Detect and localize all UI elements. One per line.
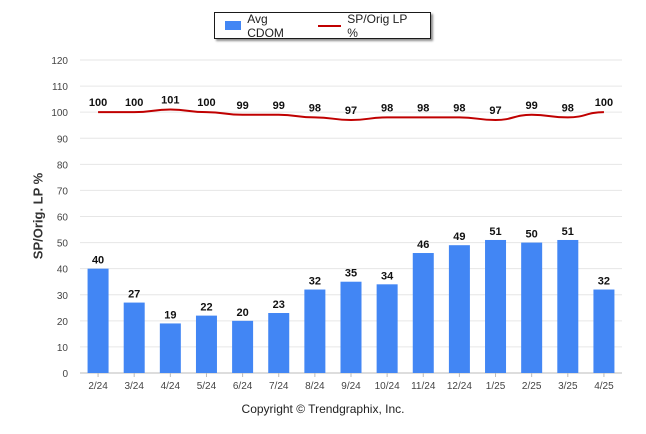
line-data-label: 97 bbox=[489, 105, 501, 117]
line-data-label: 99 bbox=[273, 100, 285, 112]
bar-data-label: 34 bbox=[381, 270, 394, 282]
bar-data-label: 32 bbox=[309, 276, 321, 288]
line-data-label: 99 bbox=[526, 100, 538, 112]
y-tick-label: 120 bbox=[51, 56, 68, 67]
y-tick-label: 30 bbox=[57, 291, 69, 302]
x-tick-label: 2/24 bbox=[88, 381, 108, 392]
y-tick-label: 100 bbox=[51, 108, 68, 119]
y-tick-label: 90 bbox=[57, 134, 69, 145]
bar-data-label: 32 bbox=[598, 276, 610, 288]
y-tick-label: 70 bbox=[57, 186, 69, 197]
x-tick-label: 4/25 bbox=[594, 381, 614, 392]
legend-label-bar: Avg CDOM bbox=[247, 11, 284, 40]
legend: Avg CDOM SP/Orig LP % bbox=[214, 11, 431, 40]
line-data-label: 100 bbox=[595, 97, 613, 109]
legend-item-line: SP/Orig LP % bbox=[317, 11, 414, 40]
x-tick-label: 2/25 bbox=[522, 381, 542, 392]
bar-data-label: 19 bbox=[164, 309, 176, 321]
line-data-label: 98 bbox=[417, 102, 429, 114]
bar-data-label: 50 bbox=[526, 229, 538, 241]
line-data-label: 99 bbox=[236, 100, 248, 112]
bar bbox=[268, 313, 290, 373]
bar-data-label: 27 bbox=[128, 289, 140, 301]
line-series bbox=[98, 108, 604, 121]
y-tick-label: 110 bbox=[52, 82, 68, 93]
line-data-label: 100 bbox=[89, 97, 107, 109]
y-axis-title: SP/Orig. LP % bbox=[30, 172, 46, 260]
x-tick-label: 10/24 bbox=[375, 381, 400, 392]
x-tick-label: 3/24 bbox=[124, 381, 144, 392]
line-data-label: 100 bbox=[197, 97, 215, 109]
x-tick-label: 4/24 bbox=[161, 381, 181, 392]
bar bbox=[232, 320, 254, 373]
x-tick-label: 6/24 bbox=[233, 381, 253, 392]
bar-data-label: 46 bbox=[417, 239, 429, 251]
x-tick-label: 11/24 bbox=[411, 381, 436, 392]
x-tick-label: 8/24 bbox=[305, 381, 325, 392]
bar bbox=[412, 253, 434, 373]
bar bbox=[521, 242, 543, 373]
line-data-label: 98 bbox=[309, 102, 321, 114]
legend-item-bar: Avg CDOM bbox=[225, 12, 302, 40]
y-tick-label: 80 bbox=[57, 160, 69, 171]
bar-data-label: 22 bbox=[200, 302, 212, 314]
line-data-label: 97 bbox=[345, 105, 357, 117]
line-data-label: 98 bbox=[562, 102, 574, 114]
bar-data-label: 40 bbox=[92, 255, 104, 267]
x-tick-label: 9/24 bbox=[341, 381, 361, 392]
bar bbox=[485, 239, 507, 373]
x-tick-label: 5/24 bbox=[197, 381, 217, 392]
bar bbox=[340, 281, 362, 373]
bar bbox=[557, 239, 579, 373]
x-tick-label: 3/25 bbox=[558, 381, 578, 392]
bar bbox=[123, 302, 145, 373]
y-tick-label: 60 bbox=[57, 213, 69, 224]
bar bbox=[159, 323, 181, 373]
bar bbox=[448, 245, 470, 373]
y-tick-label: 10 bbox=[57, 343, 69, 354]
line-data-label: 98 bbox=[453, 102, 465, 114]
bar-data-label: 20 bbox=[236, 307, 248, 319]
y-tick-label: 40 bbox=[57, 265, 69, 276]
bar bbox=[376, 284, 398, 373]
line-data-label: 100 bbox=[125, 97, 143, 109]
bar-data-label: 51 bbox=[489, 226, 501, 238]
bar-data-label: 51 bbox=[562, 226, 574, 238]
legend-label-line: SP/Orig LP % bbox=[347, 11, 408, 40]
line-data-label: 101 bbox=[161, 95, 179, 107]
y-tick-label: 20 bbox=[57, 317, 69, 328]
y-tick-label: 0 bbox=[62, 369, 68, 380]
copyright-footer: Copyright © Trendgraphix, Inc. bbox=[241, 402, 405, 416]
bar-data-label: 35 bbox=[345, 268, 357, 280]
bar bbox=[304, 289, 326, 373]
x-tick-label: 12/24 bbox=[447, 381, 472, 392]
bar-data-label: 23 bbox=[273, 299, 285, 311]
legend-swatch-line bbox=[317, 24, 342, 27]
bar bbox=[593, 289, 615, 373]
line-data-label: 98 bbox=[381, 102, 393, 114]
bar bbox=[87, 268, 109, 373]
legend-swatch-bar bbox=[225, 21, 242, 30]
bar bbox=[195, 315, 217, 373]
x-tick-label: 1/25 bbox=[486, 381, 506, 392]
bar-data-label: 49 bbox=[453, 231, 465, 243]
x-tick-label: 7/24 bbox=[269, 381, 289, 392]
y-tick-label: 50 bbox=[57, 239, 69, 250]
